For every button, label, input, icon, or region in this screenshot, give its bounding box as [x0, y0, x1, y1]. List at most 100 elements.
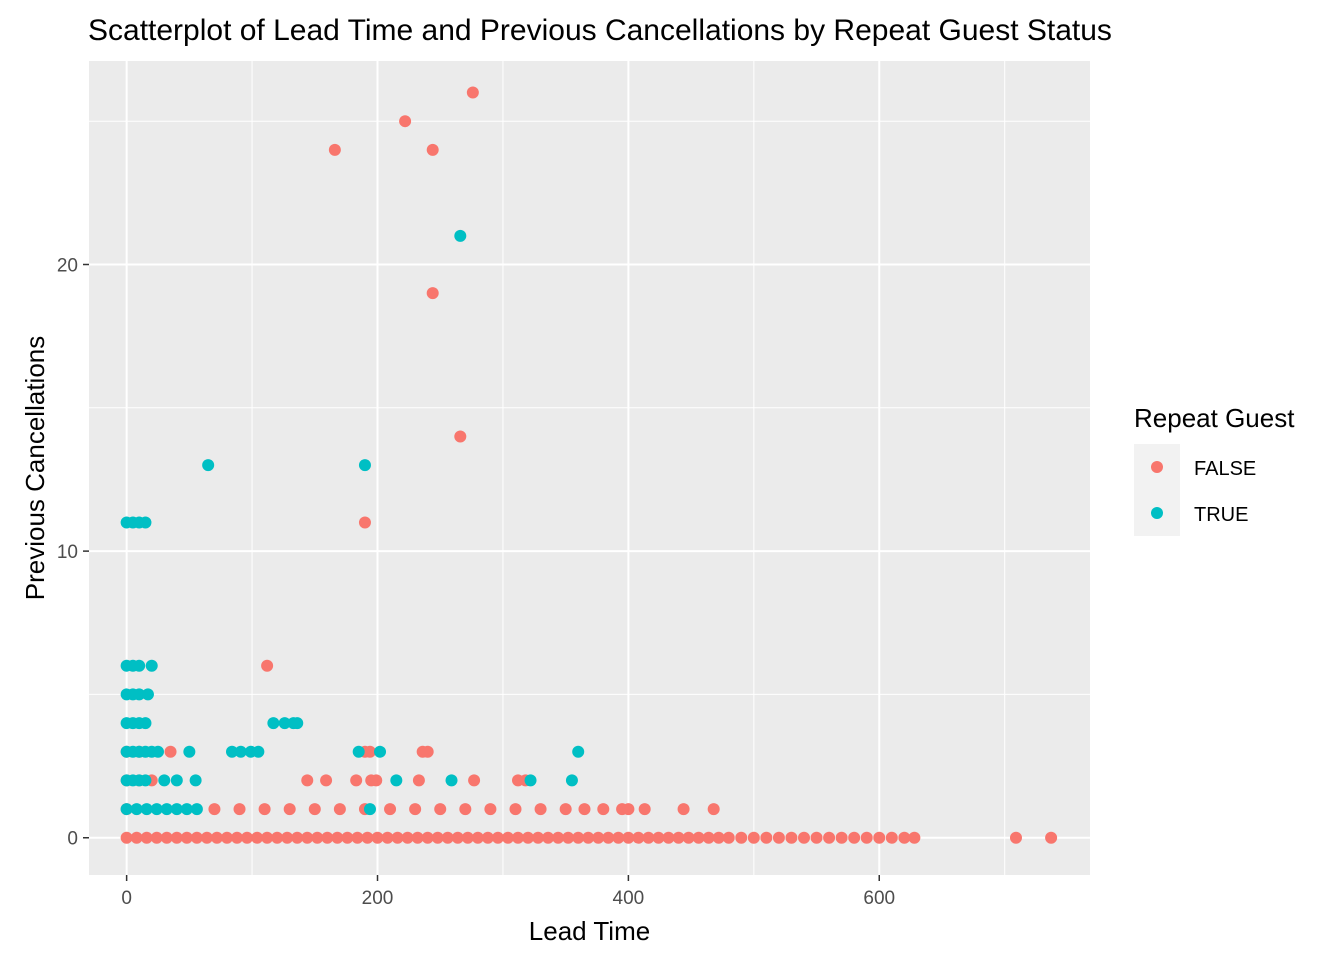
data-point [150, 803, 163, 816]
data-point [341, 831, 354, 844]
data-point [451, 831, 464, 844]
data-point [291, 831, 304, 844]
data-point [160, 803, 173, 816]
data-point [252, 745, 265, 758]
data-point [351, 831, 364, 844]
data-point [371, 831, 384, 844]
data-point [358, 459, 371, 472]
y-tick-label: 20 [57, 256, 78, 277]
data-point [760, 831, 773, 844]
data-point [208, 803, 221, 816]
data-point [241, 831, 254, 844]
data-point [151, 745, 164, 758]
data-point [860, 831, 873, 844]
data-point [350, 774, 363, 787]
data-point [164, 745, 177, 758]
data-point [491, 831, 504, 844]
data-point [702, 831, 715, 844]
data-point [308, 803, 321, 816]
data-point [139, 717, 152, 730]
legend: FALSE TRUE [1134, 444, 1256, 536]
data-point [251, 831, 264, 844]
data-point [461, 831, 474, 844]
legend-key-true [1151, 507, 1163, 519]
data-point [170, 774, 183, 787]
data-point [139, 516, 152, 529]
data-point [180, 831, 193, 844]
data-point [459, 803, 472, 816]
data-point [785, 831, 798, 844]
data-point [328, 143, 341, 156]
data-point [391, 831, 404, 844]
data-point [735, 831, 748, 844]
data-point [180, 803, 193, 816]
data-point [798, 831, 810, 844]
data-point [454, 430, 467, 443]
data-point [145, 659, 158, 672]
data-point [562, 831, 575, 844]
legend-key-background [1134, 444, 1180, 536]
y-tick-label: 0 [67, 829, 78, 850]
data-point [140, 803, 153, 816]
data-point [597, 803, 610, 816]
data-point [202, 459, 215, 472]
data-point [158, 774, 171, 787]
data-point [466, 86, 479, 99]
data-point [200, 831, 213, 844]
data-point [522, 831, 535, 844]
data-point [632, 831, 645, 844]
data-point [278, 717, 291, 730]
data-point [160, 831, 173, 844]
data-point [401, 831, 414, 844]
data-point [358, 516, 371, 529]
data-point [231, 831, 244, 844]
data-point [602, 831, 615, 844]
data-point [431, 831, 444, 844]
data-point [823, 831, 836, 844]
data-point [390, 774, 403, 787]
data-point [509, 803, 522, 816]
data-point [692, 831, 705, 844]
data-point [170, 803, 183, 816]
data-point [454, 229, 467, 242]
data-point [301, 831, 314, 844]
data-point [421, 831, 434, 844]
data-point [722, 831, 735, 844]
data-point [1009, 831, 1022, 844]
data-point [747, 831, 760, 844]
plot-panel [89, 61, 1090, 875]
x-tick-label: 200 [362, 888, 394, 909]
data-point [381, 831, 394, 844]
data-point [592, 831, 605, 844]
data-point [672, 831, 685, 844]
data-point [170, 831, 183, 844]
data-point [233, 803, 246, 816]
data-points [120, 86, 1058, 844]
data-point [120, 831, 133, 844]
data-point [682, 831, 695, 844]
data-point [409, 803, 422, 816]
data-point [130, 831, 143, 844]
major-gridlines [89, 61, 1090, 875]
data-point [363, 745, 376, 758]
data-point [565, 774, 578, 787]
data-point [885, 831, 898, 844]
data-point [139, 774, 152, 787]
data-point [321, 831, 334, 844]
legend-key-false [1151, 461, 1163, 473]
y-tick-label: 10 [57, 542, 78, 563]
data-point [384, 803, 397, 816]
x-axis-title: Lead Time [529, 916, 650, 946]
data-point [471, 831, 484, 844]
data-point [133, 659, 146, 672]
data-point [363, 803, 376, 816]
data-point [622, 831, 635, 844]
data-point [421, 745, 434, 758]
data-point [234, 745, 247, 758]
data-point [835, 831, 848, 844]
data-point [572, 745, 585, 758]
data-point [524, 774, 537, 787]
y-axis-ticks: 0 10 20 [57, 256, 89, 850]
data-point [261, 831, 274, 844]
